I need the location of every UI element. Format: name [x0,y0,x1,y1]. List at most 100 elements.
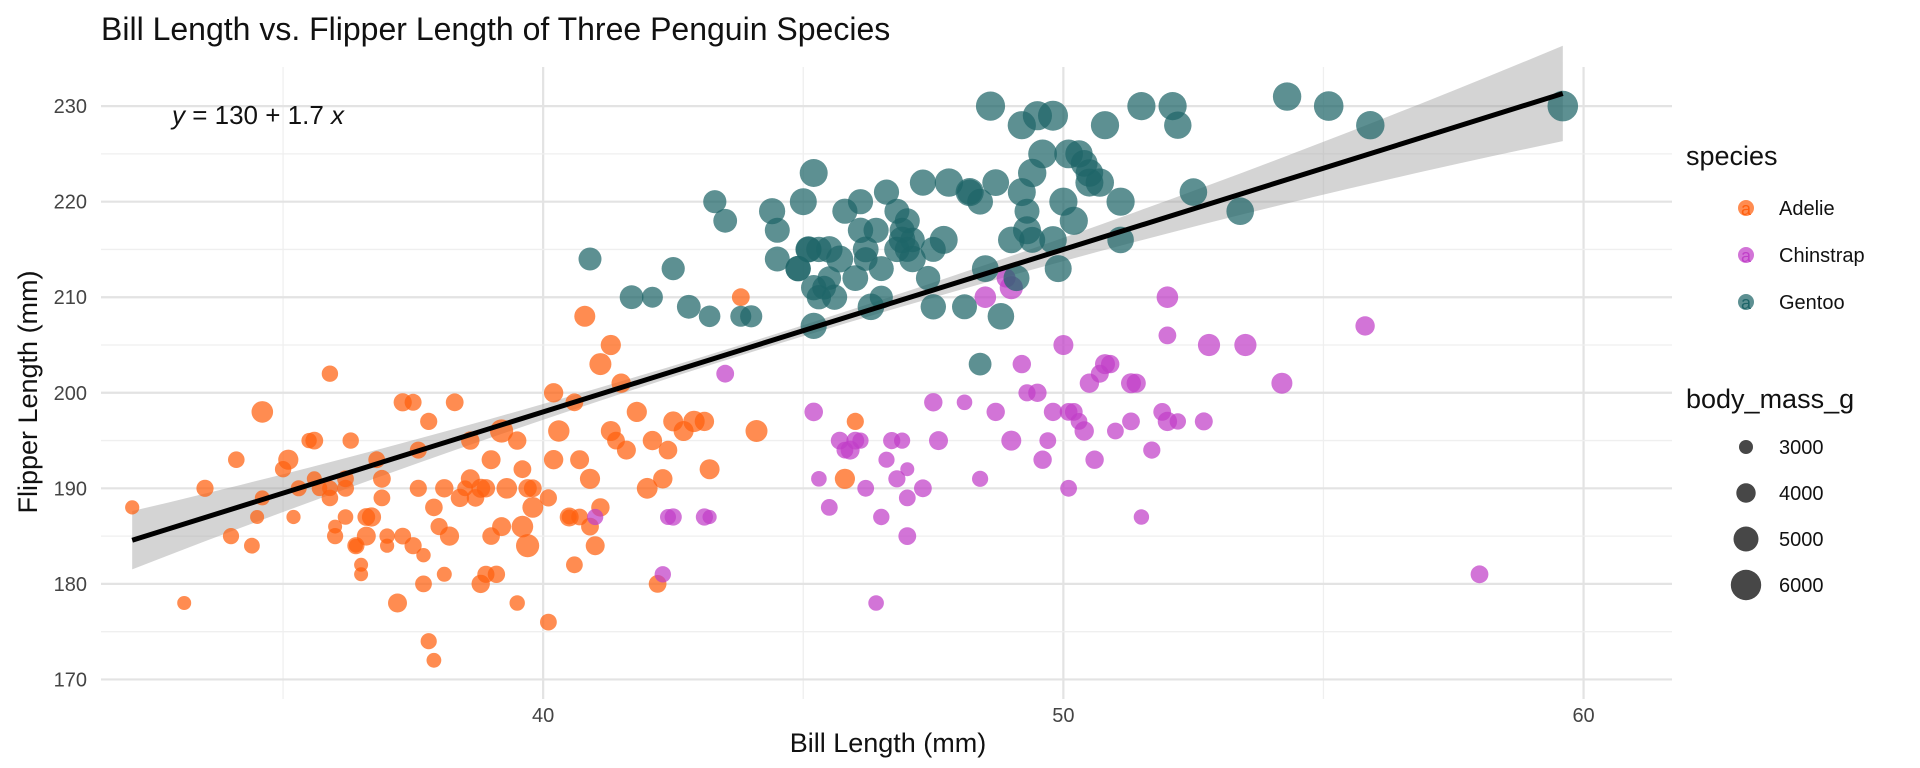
equation-y-var: y [170,100,187,130]
data-point-chinstrap [664,508,682,526]
data-point-gentoo [1090,111,1120,140]
data-point-chinstrap [972,470,989,487]
regression-equation: y = 130 + 1.7 x [170,100,345,130]
data-point-adelie [834,468,856,489]
data-point-adelie [342,432,359,449]
legend-swatch-chinstrap [1738,247,1754,263]
regression-line [131,91,1564,543]
data-point-adelie [445,393,464,412]
data-point-gentoo [920,294,946,320]
data-point-chinstrap [695,508,714,526]
data-point-adelie [566,556,583,574]
data-point-adelie [347,537,365,555]
legend-size-label: 4000 [1779,483,1824,505]
data-point-gentoo [1014,198,1040,224]
data-point-gentoo [1003,265,1030,292]
data-point-gentoo [1127,92,1156,121]
x-tick-label: 50 [1052,705,1074,727]
data-point-adelie [745,420,768,442]
data-point-chinstrap [1059,403,1078,421]
data-point-gentoo [740,305,763,328]
data-point-adelie [450,488,470,508]
data-point-chinstrap [1060,479,1077,497]
data-point-chinstrap [811,471,827,487]
data-point-adelie [570,450,590,470]
data-point-chinstrap [1234,333,1257,357]
data-point-gentoo [868,256,894,282]
data-point-adelie [731,288,750,307]
legend-body-mass: body_mass_g 3000 4000 5000 6000 [1686,384,1854,601]
legend-label-adelie: Adelie [1779,198,1835,220]
data-point-adelie [426,652,442,668]
data-point-adelie [539,489,558,507]
data-point-adelie [327,528,344,545]
data-point-gentoo [842,265,869,291]
y-tick-label: 220 [54,192,87,214]
equation-x-var: x [329,100,345,130]
data-point-adelie [496,478,518,499]
data-point-adelie [415,575,432,593]
data-point-chinstrap [1143,441,1161,459]
legend-glyph: a [1741,199,1752,219]
legend-size-swatch [1736,483,1756,503]
data-point-adelie [436,566,452,582]
x-tick-label: 60 [1572,705,1594,727]
data-point-gentoo [799,159,828,187]
data-point-adelie [379,528,395,544]
data-point-gentoo [982,169,1010,197]
data-point-adelie [579,468,601,489]
data-point-adelie [373,489,391,507]
data-point-gentoo [1313,91,1344,121]
data-point-adelie [244,537,260,554]
x-axis-title: Bill Length (mm) [790,728,987,758]
data-point-chinstrap [868,595,884,611]
data-point-chinstrap [1470,565,1489,584]
data-point-gentoo [676,294,701,319]
data-point-gentoo [884,198,910,224]
data-point-chinstrap [1053,335,1074,355]
data-point-adelie [522,497,544,518]
data-point-chinstrap [1158,326,1177,345]
data-point-gentoo [873,179,900,205]
data-point-chinstrap [1074,421,1094,441]
legend-size-swatch [1739,440,1753,454]
data-point-chinstrap [929,431,948,451]
data-point-gentoo [952,294,977,320]
data-point-adelie [574,305,596,327]
y-tick-label: 180 [54,574,87,596]
data-point-gentoo [619,285,644,310]
data-point-adelie [481,450,501,470]
data-point-adelie [492,517,512,537]
data-point-chinstrap [924,393,943,412]
x-tick-label: 40 [532,705,554,727]
data-point-gentoo [764,246,790,272]
data-point-chinstrap [878,451,895,468]
data-point-adelie [487,565,506,583]
data-point-adelie [435,479,454,498]
data-point-chinstrap [1033,450,1052,469]
data-point-gentoo [764,217,790,243]
data-point-gentoo [661,257,685,281]
legend-size-swatch [1730,569,1762,601]
data-point-gentoo [987,303,1015,330]
data-point-gentoo [847,189,874,215]
chart-title: Bill Length vs. Flipper Length of Three … [101,11,890,47]
data-point-adelie [388,593,407,613]
regression-line-group [131,91,1564,543]
legend-glyph: a [1741,293,1752,313]
data-point-adelie [694,411,715,432]
data-point-adelie [642,430,663,451]
data-point-chinstrap [1156,286,1179,309]
legend-size-swatch [1733,526,1759,552]
data-point-adelie [420,633,437,650]
data-point-adelie [600,334,621,356]
data-point-adelie [322,480,338,497]
x-axis-ticks: 40 50 60 [532,705,1595,727]
data-point-gentoo [698,305,721,328]
data-point-gentoo [785,255,811,282]
data-point-chinstrap [974,286,997,309]
data-point-adelie [523,479,542,498]
data-point-gentoo [915,265,941,291]
data-point-chinstrap [898,527,917,545]
data-point-chinstrap [820,499,838,516]
